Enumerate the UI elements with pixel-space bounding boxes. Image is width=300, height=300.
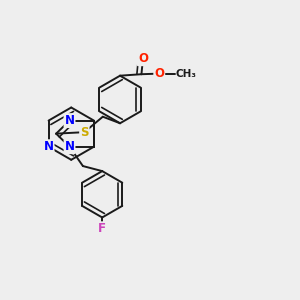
Text: O: O <box>154 67 164 80</box>
Text: N: N <box>64 140 74 153</box>
Text: F: F <box>98 222 106 235</box>
Text: N: N <box>44 140 54 153</box>
Text: CH₃: CH₃ <box>175 69 196 79</box>
Text: O: O <box>138 52 148 65</box>
Text: S: S <box>80 126 88 139</box>
Text: N: N <box>64 114 74 127</box>
